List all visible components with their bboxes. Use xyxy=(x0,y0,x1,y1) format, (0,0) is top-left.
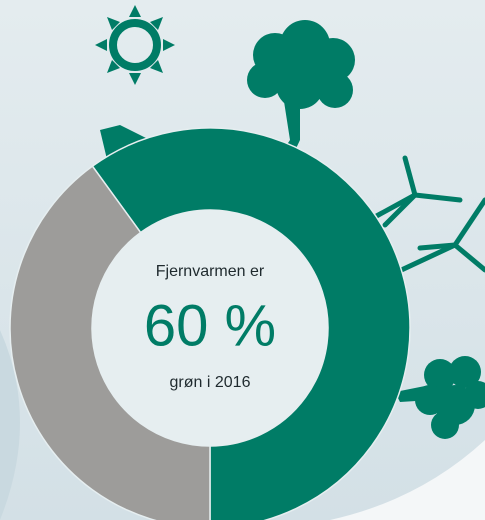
value-label: 60 % xyxy=(144,293,276,358)
annotation: Fjernvarmen er xyxy=(156,263,265,280)
infographic: Fjernvarmen er 60 % grøn i 2016 xyxy=(0,0,485,520)
annotation: grøn i 2016 xyxy=(170,374,251,391)
